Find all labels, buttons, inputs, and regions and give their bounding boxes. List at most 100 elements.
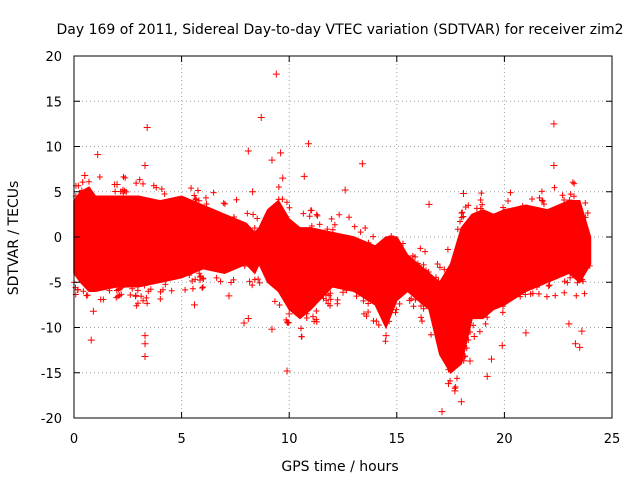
data-point (191, 192, 198, 199)
data-point (140, 180, 147, 187)
data-point (346, 214, 353, 221)
data-point (454, 375, 461, 382)
data-point (298, 325, 305, 332)
outlier-point (283, 367, 291, 375)
data-point (564, 279, 571, 286)
data-point (422, 248, 429, 255)
data-point (244, 210, 251, 217)
data-point (249, 282, 256, 289)
data-point (231, 214, 238, 221)
data-point (362, 224, 369, 231)
data-point (85, 178, 92, 185)
y-tick-label: -20 (41, 412, 62, 427)
data-point (535, 290, 542, 297)
data-point (499, 309, 506, 316)
data-point (186, 272, 193, 279)
y-tick-label: -15 (41, 367, 62, 382)
data-point (133, 180, 140, 187)
outlier-point (341, 186, 349, 194)
data-point (414, 260, 421, 267)
data-point (193, 196, 200, 203)
data-point (418, 303, 425, 310)
outlier-point (550, 120, 558, 128)
outlier-point (285, 310, 293, 318)
x-tick-label: 15 (389, 432, 406, 447)
y-tick-label: 15 (45, 95, 62, 110)
data-point (199, 275, 206, 282)
data-point (254, 215, 261, 222)
data-point (136, 176, 143, 183)
data-point (220, 200, 227, 207)
data-point (202, 194, 209, 201)
data-point (566, 197, 573, 204)
data-point (484, 314, 491, 321)
data-point (444, 246, 451, 253)
data-point (435, 278, 442, 285)
outlier-point (425, 200, 433, 208)
outlier-point (191, 301, 199, 309)
data-point (314, 212, 321, 219)
outlier-point (143, 123, 151, 131)
outlier-point (240, 319, 248, 327)
data-point (329, 226, 336, 233)
y-tick-label: -10 (41, 322, 62, 337)
data-point (477, 205, 484, 212)
outlier-point (141, 162, 149, 170)
data-point (334, 300, 341, 307)
data-point (386, 318, 393, 325)
data-point (322, 291, 329, 298)
data-point (538, 188, 545, 195)
outlier-point (460, 190, 468, 198)
data-point (365, 309, 372, 316)
data-point (505, 198, 512, 205)
data-band (73, 186, 592, 374)
y-axis-label: SDTVAR / TECUs (6, 181, 22, 296)
data-point (129, 285, 136, 292)
data-point (571, 193, 578, 200)
data-point (410, 303, 417, 310)
data-point (118, 284, 125, 291)
data-point (199, 284, 206, 291)
data-point (543, 293, 550, 300)
outlier-point (305, 140, 313, 148)
outlier-point (382, 332, 390, 340)
data-point (256, 279, 263, 286)
data-point (228, 279, 235, 286)
outlier-point (522, 329, 530, 337)
data-point (479, 201, 486, 208)
outlier-point (406, 296, 414, 304)
outlier-point (300, 172, 308, 180)
data-point (313, 308, 320, 315)
data-point (370, 317, 377, 324)
data-point (80, 288, 87, 295)
data-point (417, 245, 424, 252)
data-point (533, 284, 540, 291)
data-point (250, 211, 257, 218)
outlier-point (565, 320, 573, 328)
data-point (144, 300, 151, 307)
data-point (78, 187, 85, 194)
outlier-point (113, 181, 121, 189)
data-point (353, 293, 360, 300)
data-point (582, 200, 589, 207)
data-point (182, 286, 189, 293)
data-point (452, 384, 459, 391)
x-tick-label: 5 (177, 432, 185, 447)
data-point (140, 297, 147, 304)
data-point (561, 289, 568, 296)
outlier-point (279, 174, 287, 182)
data-point (428, 331, 435, 338)
data-point (529, 290, 536, 297)
data-point (571, 180, 578, 187)
data-point (463, 345, 470, 352)
data-point (545, 282, 552, 289)
data-point (192, 276, 199, 283)
data-point (132, 292, 139, 299)
data-point (567, 274, 574, 281)
data-point (382, 338, 389, 345)
outlier-point (268, 325, 276, 333)
data-point (189, 285, 196, 292)
data-point (584, 210, 591, 217)
data-point (284, 319, 291, 326)
outlier-point (339, 288, 347, 296)
